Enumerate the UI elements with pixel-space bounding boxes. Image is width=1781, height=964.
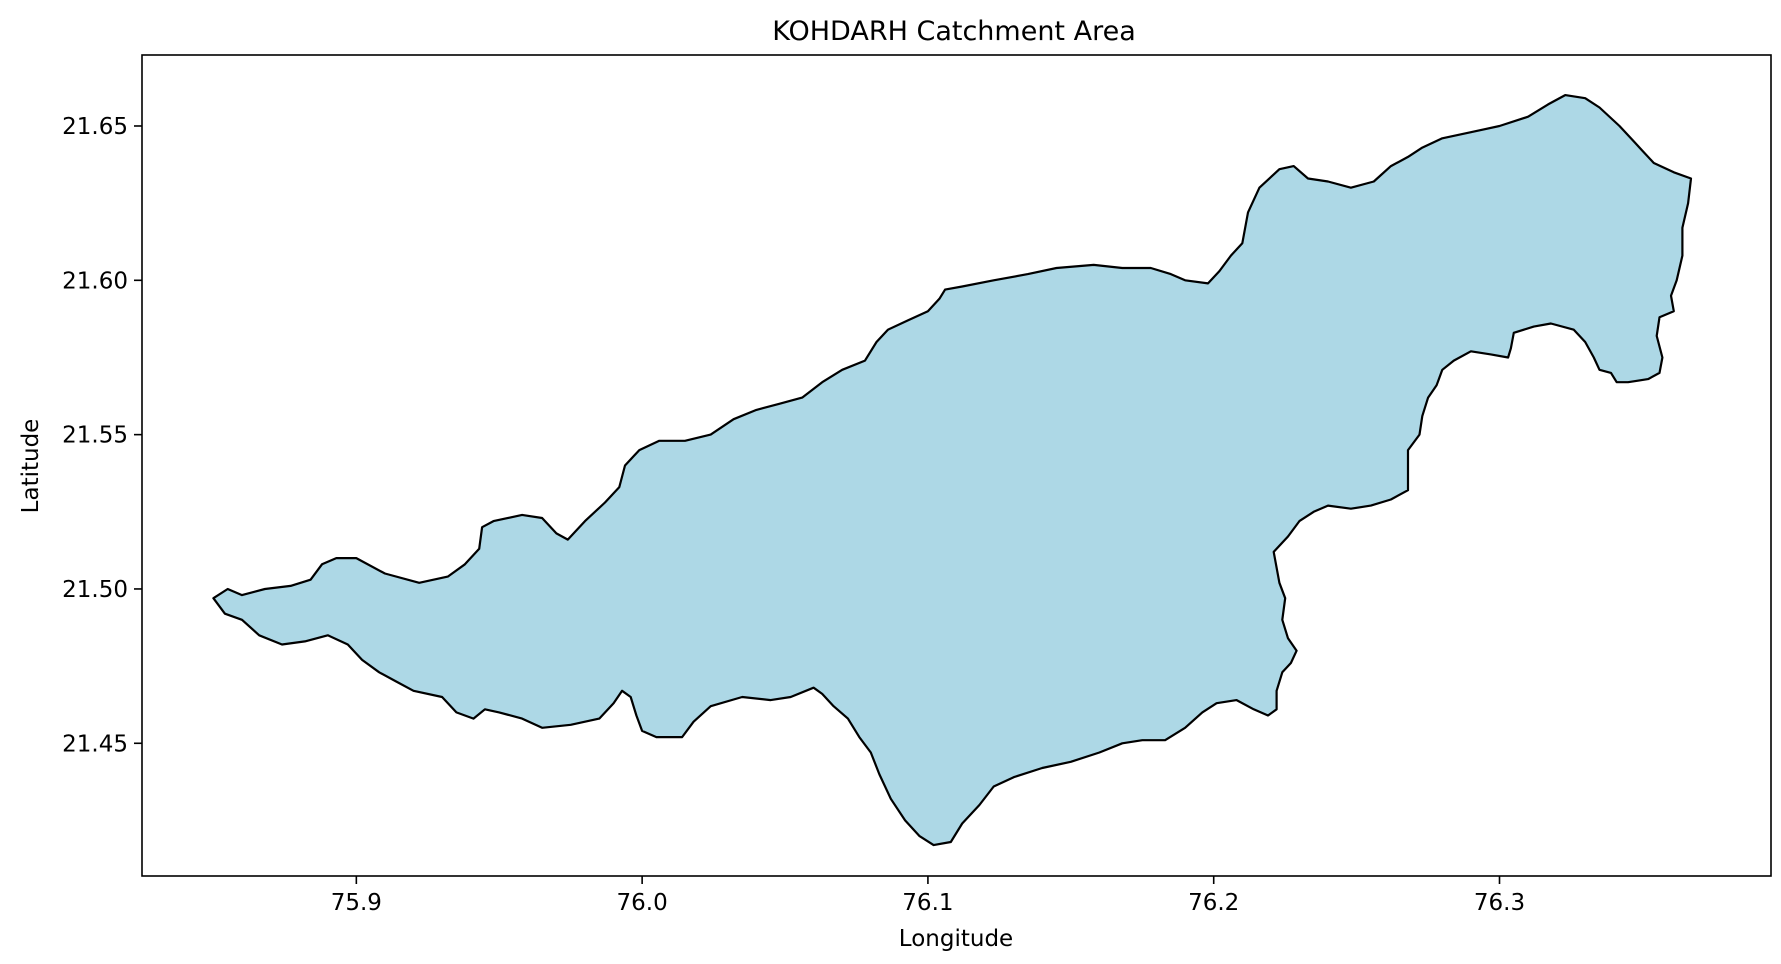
- y-axis-label: Latitude: [18, 419, 44, 514]
- catchment-polygon: [212, 94, 1693, 847]
- x-axis-label: Longitude: [899, 926, 1013, 952]
- plot-area: [141, 54, 1772, 877]
- chart-title: KOHDARH Catchment Area: [772, 16, 1136, 47]
- x-axis: 75.9 76.0 76.1 76.2 76.3: [331, 876, 1525, 916]
- y-tick-label: 21.65: [62, 114, 128, 140]
- y-tick-label: 21.60: [62, 268, 128, 294]
- y-tick-label: 21.50: [62, 577, 128, 603]
- x-tick-label: 76.2: [1188, 890, 1239, 916]
- x-tick-label: 76.1: [902, 890, 953, 916]
- x-tick-label: 75.9: [331, 890, 382, 916]
- x-tick-label: 76.3: [1474, 890, 1525, 916]
- y-tick-label: 21.55: [62, 423, 128, 449]
- y-tick-label: 21.45: [62, 731, 128, 757]
- x-tick-label: 76.0: [617, 890, 668, 916]
- axes-frame: [141, 54, 1772, 877]
- y-axis: 21.45 21.50 21.55 21.60 21.65: [62, 114, 142, 757]
